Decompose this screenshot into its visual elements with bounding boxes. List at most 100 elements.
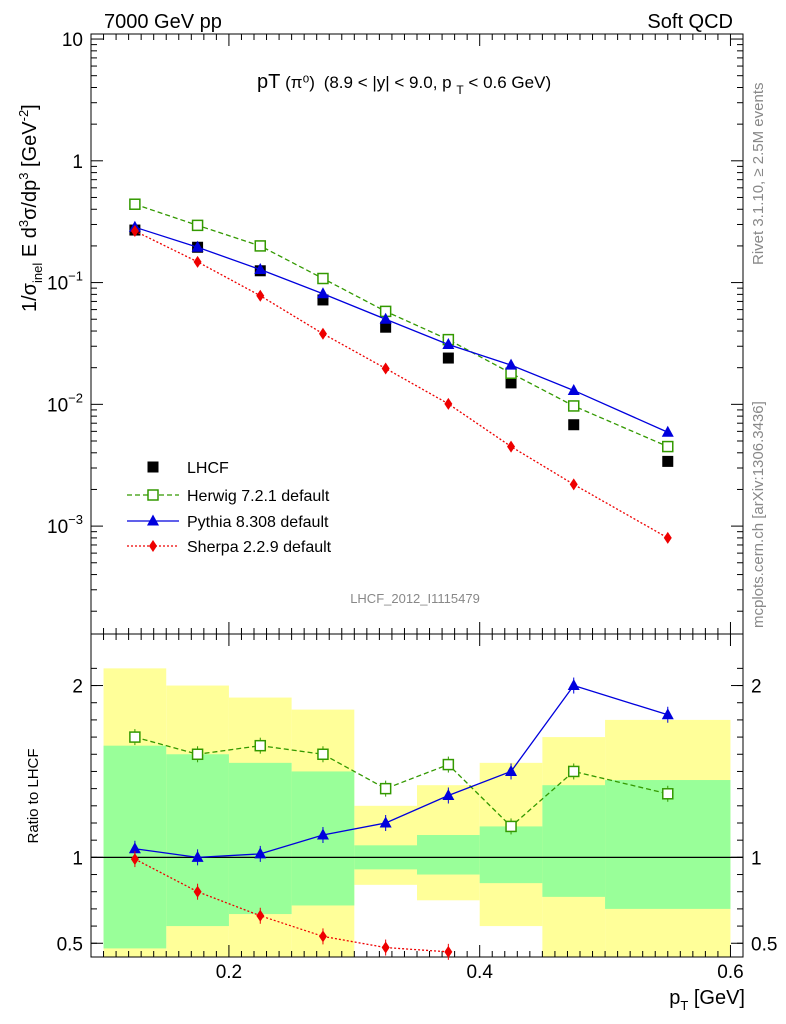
herwig-point-ratio-6 <box>505 820 517 833</box>
band-inner-5 <box>417 835 480 875</box>
band-inner-7 <box>542 785 606 897</box>
band-inner-1 <box>166 754 229 927</box>
main-y-tick-label-3: 10−2 <box>47 390 83 416</box>
herwig-point-ratio-5 <box>442 758 455 771</box>
herwig-point-8 <box>662 440 674 453</box>
sherpa-point-1 <box>193 255 202 268</box>
herwig-point-ratio-0 <box>129 731 141 743</box>
lhcf-point-3 <box>317 294 329 306</box>
herwig-point-ratio-2 <box>254 739 267 752</box>
ratio-y-tick-label-right-1: 1 <box>751 848 762 869</box>
x-tick-label-2: 0.6 <box>717 962 743 983</box>
pythia-point-ratio-2 <box>254 847 267 859</box>
herwig-point-0 <box>129 198 141 210</box>
lhcf-point-legend <box>147 461 159 473</box>
band-inner-2 <box>228 762 292 915</box>
pythia-line <box>134 226 669 433</box>
pythia-point-ratio-0 <box>128 842 141 854</box>
herwig-point-3 <box>317 272 329 285</box>
sherpa-point-2 <box>256 289 265 302</box>
sherpa-point-4 <box>381 362 390 375</box>
herwig-point-1 <box>191 219 204 232</box>
pythia-point-3 <box>316 287 329 299</box>
sherpa-ratio-line <box>134 858 449 953</box>
pythia-point-6 <box>505 358 518 370</box>
sherpa-point-ratio-1 <box>193 885 202 898</box>
lhcf-point-5 <box>442 352 454 364</box>
sherpa-point-7 <box>569 478 578 491</box>
herwig-point-ratio-8 <box>662 788 674 800</box>
pythia-point-1 <box>191 240 204 252</box>
ratio-panel: 0.5 0.5 1 1 2 2 0.2 0.4 0.6 <box>57 633 777 983</box>
sherpa-point-3 <box>318 327 327 340</box>
rivet-label: Rivet 3.1.10, ≥ 2.5M events <box>750 83 767 266</box>
ratio-y-tick-label-0: 0.5 <box>57 934 83 955</box>
header-left: 7000 GeV pp <box>104 11 222 33</box>
sherpa-point-ratio-3 <box>318 930 327 943</box>
pythia-point-ratio-6 <box>505 764 518 776</box>
x-axis-label: pT [GeV] <box>669 987 745 1013</box>
lhcf-point-7 <box>568 419 580 431</box>
main-y-tick-label-2: 10−1 <box>47 269 83 295</box>
sherpa-point-legend <box>149 540 157 552</box>
plot-title-cuts-sub: T <box>456 83 464 97</box>
ratio-y-tick-label-right-0: 0.5 <box>751 934 777 955</box>
sherpa-point-5 <box>444 397 453 410</box>
legend-label-sherpa: Sherpa 2.2.9 default <box>187 539 332 556</box>
ratio-y-tick-label-1: 1 <box>72 848 83 869</box>
legend: LHCF Herwig 7.2.1 default Pythia 8.308 def… <box>127 460 332 556</box>
legend-label-lhcf: LHCF <box>187 460 229 477</box>
plot-title: pT (π⁰) (8.9 < |y| < 9.0, p T < 0.6 GeV) <box>257 71 551 98</box>
sherpa-line <box>134 230 669 539</box>
herwig-point-6 <box>505 367 517 380</box>
pythia-point-ratio-1 <box>191 850 204 862</box>
main-y-tick-label-0: 10 <box>62 30 83 51</box>
pythia-point-ratio-4 <box>379 816 392 828</box>
herwig-point-ratio-7 <box>567 765 580 778</box>
pythia-point-legend <box>147 514 159 526</box>
plot-title-cuts-end: < 0.6 GeV) <box>468 73 551 92</box>
herwig-point-legend <box>147 489 159 501</box>
herwig-ratio-line <box>134 736 668 828</box>
lhcf-point-6 <box>505 377 517 389</box>
ratio-y-tick-label-right-2: 2 <box>751 677 762 698</box>
pythia-point-4 <box>379 312 392 324</box>
plot-title-particle: (π⁰) <box>285 73 315 92</box>
main-y-tick-label-1: 1 <box>72 152 83 173</box>
herwig-point-ratio-4 <box>379 782 392 795</box>
herwig-point-2 <box>254 240 267 252</box>
sherpa-point-8 <box>663 531 672 544</box>
main-panel: 10 1 10−1 10−2 10−3 <box>47 30 744 635</box>
y-axis-label-upper: 1/σinel E d3σ/dp3 [GeV-2] <box>16 104 45 312</box>
pythia-point-ratio-3 <box>316 828 329 840</box>
herwig-point-ratio-1 <box>191 748 204 761</box>
plot-title-main: pT <box>257 71 280 93</box>
ratio-y-tick-label-2: 2 <box>72 677 83 698</box>
pythia-point-ratio-7 <box>567 679 580 691</box>
y-axis-label-lower: Ratio to LHCF <box>25 748 42 843</box>
legend-label-pythia: Pythia 8.308 default <box>187 514 329 531</box>
pythia-point-ratio-5 <box>442 789 455 800</box>
sherpa-point-ratio-5 <box>444 945 453 958</box>
sherpa-point-ratio-4 <box>381 941 390 954</box>
lhcf-point-4 <box>380 321 392 333</box>
herwig-point-ratio-3 <box>317 748 329 761</box>
lhcf-point-8 <box>662 455 674 467</box>
header-right: Soft QCD <box>647 11 733 33</box>
legend-label-herwig: Herwig 7.2.1 default <box>187 488 330 505</box>
main-y-tick-label-4: 10−3 <box>47 512 83 538</box>
herwig-point-7 <box>567 400 580 412</box>
band-inner-6 <box>479 826 543 884</box>
pythia-point-8 <box>661 425 674 437</box>
sherpa-point-ratio-2 <box>256 909 265 922</box>
plot-title-cuts: (8.9 < |y| < 9.0, p <box>324 73 452 92</box>
x-tick-label-0: 0.2 <box>216 962 242 983</box>
x-tick-label-1: 0.4 <box>466 962 493 983</box>
mcplots-label: mcplots.cern.ch [arXiv:1306.3436] <box>750 401 767 628</box>
pythia-point-ratio-8 <box>661 708 674 720</box>
sherpa-point-0 <box>130 225 139 238</box>
pythia-point-5 <box>442 338 455 350</box>
sherpa-point-6 <box>507 440 516 453</box>
pythia-point-2 <box>254 263 267 275</box>
